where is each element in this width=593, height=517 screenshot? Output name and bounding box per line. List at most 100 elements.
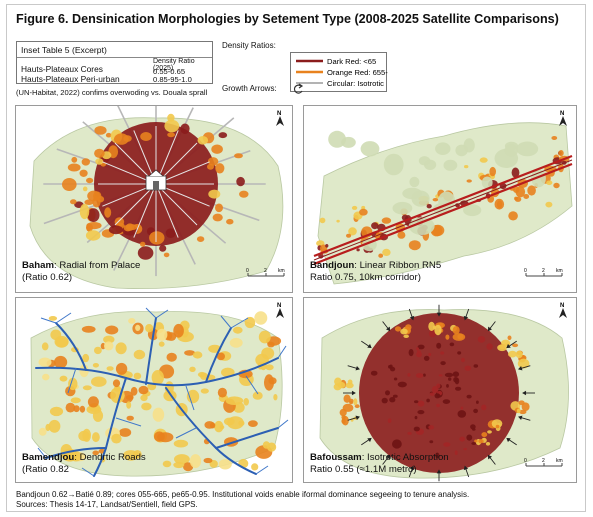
settlement-patch bbox=[476, 400, 479, 404]
settlement-patch bbox=[126, 415, 134, 421]
settlement-patch bbox=[79, 364, 89, 378]
settlement-patch bbox=[485, 442, 491, 446]
growth-arrow-head bbox=[386, 454, 391, 460]
settlement-patch bbox=[349, 398, 354, 403]
growth-arrow-head bbox=[506, 437, 511, 443]
settlement-patch bbox=[95, 158, 104, 165]
legend-box: Dark Red: <65 Orange Red: 655-85 Circula… bbox=[290, 52, 388, 92]
settlement-patch bbox=[67, 163, 81, 172]
settlement-patch bbox=[216, 352, 225, 361]
settlement-patch bbox=[517, 358, 530, 369]
settlement-patch bbox=[156, 328, 168, 341]
settlement-patch bbox=[452, 371, 460, 377]
settlement-patch bbox=[130, 386, 138, 396]
growth-arrows bbox=[343, 304, 535, 482]
settlement-patch bbox=[140, 394, 148, 402]
settlement-patch bbox=[208, 189, 221, 199]
settlement-patch bbox=[478, 439, 484, 444]
growth-arrow-head bbox=[409, 315, 415, 321]
settlement-patch bbox=[392, 394, 398, 398]
radial-road-inner bbox=[155, 183, 198, 226]
settlement-patch bbox=[434, 393, 441, 399]
baham-map: N 0 2 km bbox=[29, 106, 285, 290]
settlement-patch bbox=[225, 396, 244, 405]
settlement-patch bbox=[414, 415, 418, 420]
settlement-patch bbox=[381, 397, 388, 404]
settlement-patch bbox=[141, 402, 152, 411]
legend-label-circular: Circular: Isotrotic bbox=[327, 79, 384, 88]
settlement-patch bbox=[474, 439, 478, 443]
settlement-patch bbox=[159, 245, 167, 252]
panel-caption-baham: Baham: Radial from Palace (Ratio 0.62) bbox=[22, 260, 140, 284]
figure-footer: Bandjoun 0.62→Batié 0.89; cores 055-665,… bbox=[16, 490, 469, 509]
settlement-patch bbox=[473, 364, 479, 368]
settlement-patch bbox=[268, 377, 277, 385]
settlement-patches bbox=[62, 113, 249, 260]
settlement-patch bbox=[459, 436, 466, 442]
settlement-patch bbox=[137, 246, 154, 260]
minor-roads bbox=[37, 307, 289, 477]
radial-road-inner bbox=[155, 183, 179, 238]
svg-text:0: 0 bbox=[524, 458, 527, 464]
settlement-patch bbox=[244, 316, 256, 329]
growth-arrow-head bbox=[487, 454, 492, 460]
settlement-patch bbox=[87, 208, 100, 222]
inset-table-column-header: Density Ratio (2025) bbox=[153, 58, 195, 72]
settlement-patch bbox=[105, 132, 112, 138]
settlement-patch bbox=[527, 185, 536, 196]
settlement-patch bbox=[387, 418, 392, 423]
settlement-patch bbox=[162, 460, 172, 468]
settlement-patch bbox=[515, 186, 526, 198]
settlement-patch bbox=[127, 224, 138, 231]
settlement-patch bbox=[87, 396, 99, 408]
settlement-patch bbox=[273, 394, 278, 401]
settlement-patch bbox=[551, 136, 558, 140]
settlement-patch bbox=[466, 434, 473, 441]
figure-title: Figure 6. Densinication Morphologies by … bbox=[16, 12, 559, 26]
settlement-patch bbox=[471, 442, 477, 445]
settlement-patch bbox=[200, 388, 209, 394]
settlement-patch bbox=[167, 132, 176, 138]
settlement-patch bbox=[512, 343, 519, 348]
inset-table-row-value: 0.55-0.65 bbox=[153, 67, 186, 76]
settlement-patch bbox=[428, 329, 436, 338]
settlement-patch bbox=[353, 398, 358, 406]
map-panel-bafoussam: N 0 2 km Bafoussam: Isotrotic Absorption… bbox=[303, 297, 577, 483]
panel-name: Bamendjou bbox=[22, 452, 75, 463]
settlement-patch bbox=[114, 133, 129, 145]
settlement-patch bbox=[197, 136, 209, 145]
settlement-patch bbox=[115, 342, 127, 355]
settlement-patch bbox=[133, 349, 146, 360]
growth-arrow-head bbox=[518, 366, 523, 371]
panel-caption-text: : Isotrotic Absorption bbox=[361, 452, 449, 463]
settlement-patch bbox=[457, 335, 462, 339]
settlement-patch bbox=[354, 404, 360, 409]
settlement-patch bbox=[189, 366, 196, 372]
growth-arrow-head bbox=[367, 343, 372, 349]
inset-table: Inset Table 5 (Excerpt) Density Ratio (2… bbox=[16, 41, 213, 84]
settlement-patch bbox=[86, 177, 94, 184]
growth-arrow-head bbox=[409, 465, 415, 471]
settlement-patch bbox=[48, 316, 58, 321]
settlement-patch bbox=[138, 385, 149, 395]
settlement-patch bbox=[477, 336, 486, 343]
settlement-patch bbox=[444, 372, 454, 378]
settlement-patch bbox=[392, 439, 402, 449]
settlement-patches bbox=[38, 311, 282, 472]
svg-text:N: N bbox=[560, 111, 564, 117]
settlement-patch bbox=[41, 342, 49, 351]
north-arrow-icon: N bbox=[559, 303, 567, 318]
svg-text:2: 2 bbox=[264, 268, 267, 274]
settlement-patch bbox=[252, 391, 263, 400]
settlement-patch bbox=[45, 423, 51, 432]
settlement-patch bbox=[434, 324, 442, 336]
settlement-patch bbox=[173, 323, 184, 338]
settlement-patch bbox=[251, 463, 259, 471]
settlement-patch bbox=[460, 406, 464, 410]
inset-table-heading: Inset Table 5 (Excerpt) bbox=[21, 45, 107, 55]
footer-line-1: Bandjoun 0.62→Batié 0.89; cores 055-665,… bbox=[16, 490, 470, 499]
settlement-patch bbox=[514, 196, 522, 202]
settlement-patch bbox=[466, 179, 472, 183]
settlement-patch bbox=[454, 450, 458, 455]
bafoussam-map: N 0 2 km bbox=[319, 303, 569, 482]
